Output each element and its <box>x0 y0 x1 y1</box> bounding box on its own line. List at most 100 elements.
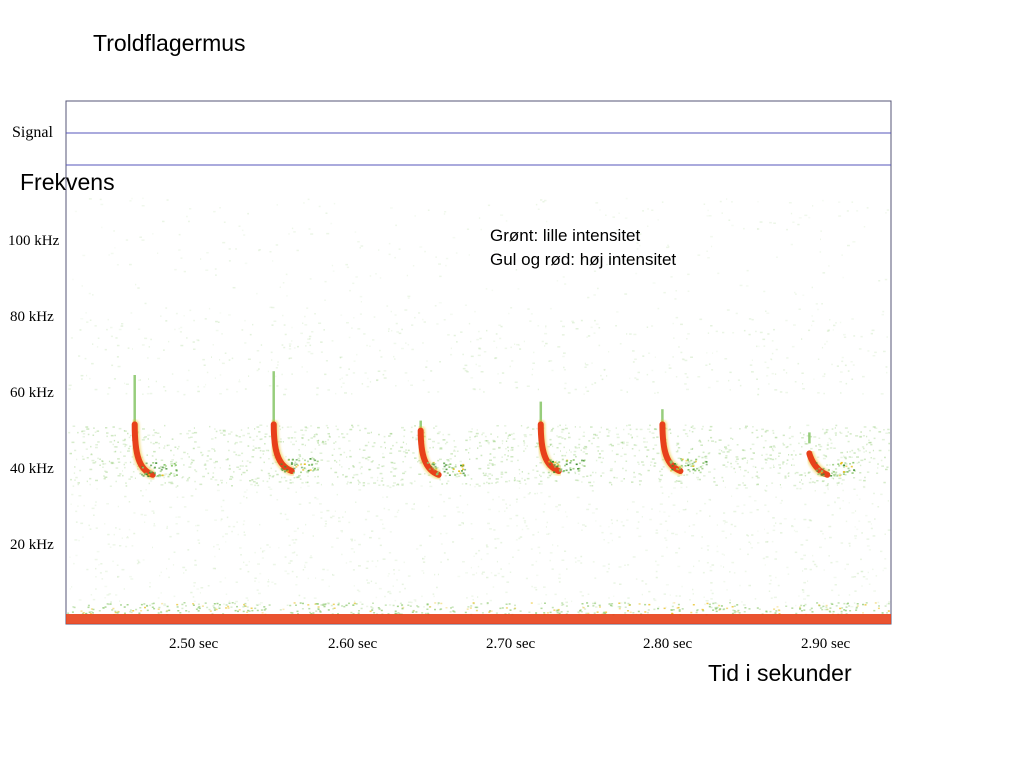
noise-speck <box>349 428 353 431</box>
noise-speck <box>342 382 345 384</box>
noise-speck <box>393 342 397 345</box>
noise-speck <box>707 332 710 334</box>
noise-speck <box>221 333 223 335</box>
echo-speck <box>844 462 847 464</box>
noise-speck <box>220 432 223 434</box>
noise-speck <box>342 516 344 518</box>
noise-speck <box>599 209 601 211</box>
noise-speck <box>168 481 172 484</box>
noise-speck <box>155 380 157 383</box>
noise-speck <box>252 323 254 326</box>
noise-speck <box>221 509 225 512</box>
noise-speck <box>517 445 520 447</box>
noise-speck <box>728 449 732 451</box>
noise-speck <box>530 313 533 315</box>
noise-speck <box>806 424 810 427</box>
noise-speck <box>603 368 606 371</box>
noise-speck <box>99 464 101 466</box>
noise-speck <box>521 477 523 480</box>
noise-speck <box>243 561 245 564</box>
noise-speck <box>223 221 226 223</box>
noise-speck <box>791 525 793 527</box>
floor-noise-speck <box>624 612 627 614</box>
noise-speck <box>358 489 362 491</box>
noise-speck <box>822 428 824 431</box>
echo-speck <box>164 465 167 467</box>
noise-speck <box>127 432 129 435</box>
noise-speck <box>357 479 359 482</box>
noise-speck <box>540 492 543 494</box>
noise-speck <box>500 541 503 544</box>
noise-speck <box>751 443 755 446</box>
noise-speck <box>703 203 706 205</box>
noise-speck <box>276 385 279 387</box>
floor-noise-speck <box>209 610 212 612</box>
noise-speck <box>238 468 241 470</box>
noise-speck <box>755 475 759 477</box>
noise-speck <box>404 309 408 311</box>
noise-speck <box>608 567 610 570</box>
noise-speck <box>748 541 751 543</box>
noise-speck <box>219 207 221 209</box>
floor-noise-speck <box>416 605 419 607</box>
noise-speck <box>744 570 747 573</box>
noise-speck <box>175 486 177 488</box>
noise-speck <box>349 449 351 452</box>
noise-speck <box>233 471 235 473</box>
noise-speck <box>324 525 327 527</box>
floor-noise-speck <box>580 611 583 613</box>
floor-noise-speck <box>480 603 483 605</box>
noise-speck <box>792 458 794 460</box>
noise-speck <box>771 448 774 450</box>
noise-speck <box>339 459 341 462</box>
noise-speck <box>163 474 166 477</box>
noise-speck <box>336 537 339 539</box>
noise-speck <box>827 484 829 486</box>
noise-speck <box>325 360 328 362</box>
noise-speck <box>706 545 710 547</box>
floor-noise-speck <box>605 611 608 613</box>
noise-speck <box>372 460 374 462</box>
noise-speck <box>651 369 654 372</box>
echo-speck <box>314 467 316 470</box>
echo-speck <box>173 475 176 477</box>
noise-speck <box>779 391 783 393</box>
noise-speck <box>367 377 369 380</box>
noise-speck <box>405 449 407 451</box>
noise-speck <box>351 424 354 427</box>
noise-speck <box>507 437 509 440</box>
noise-speck <box>856 456 859 458</box>
noise-speck <box>163 476 165 479</box>
floor-noise-speck <box>320 604 323 606</box>
noise-speck <box>234 441 238 444</box>
noise-speck <box>411 348 414 351</box>
noise-speck <box>849 545 851 547</box>
noise-speck <box>803 433 805 436</box>
noise-speck <box>358 483 360 485</box>
noise-speck <box>829 464 831 466</box>
noise-speck <box>563 369 566 371</box>
noise-speck <box>751 371 754 373</box>
noise-speck <box>229 478 233 480</box>
echo-speck <box>314 459 317 462</box>
echo-speck <box>437 471 440 474</box>
noise-speck <box>854 537 857 540</box>
noise-speck <box>850 606 854 608</box>
noise-speck <box>561 559 565 561</box>
noise-speck <box>390 433 393 435</box>
noise-speck <box>333 448 335 450</box>
noise-speck <box>78 599 82 601</box>
echo-speck <box>462 468 464 471</box>
noise-speck <box>607 542 610 544</box>
floor-noise-speck <box>692 604 695 606</box>
echo-speck <box>433 468 436 471</box>
noise-speck <box>675 533 678 536</box>
call-mark-5 <box>657 409 708 476</box>
noise-speck <box>552 445 554 448</box>
noise-speck <box>453 334 456 337</box>
noise-speck <box>856 494 858 496</box>
noise-speck <box>74 539 78 541</box>
noise-speck <box>92 294 94 296</box>
noise-speck <box>583 393 585 395</box>
noise-speck <box>532 428 535 430</box>
